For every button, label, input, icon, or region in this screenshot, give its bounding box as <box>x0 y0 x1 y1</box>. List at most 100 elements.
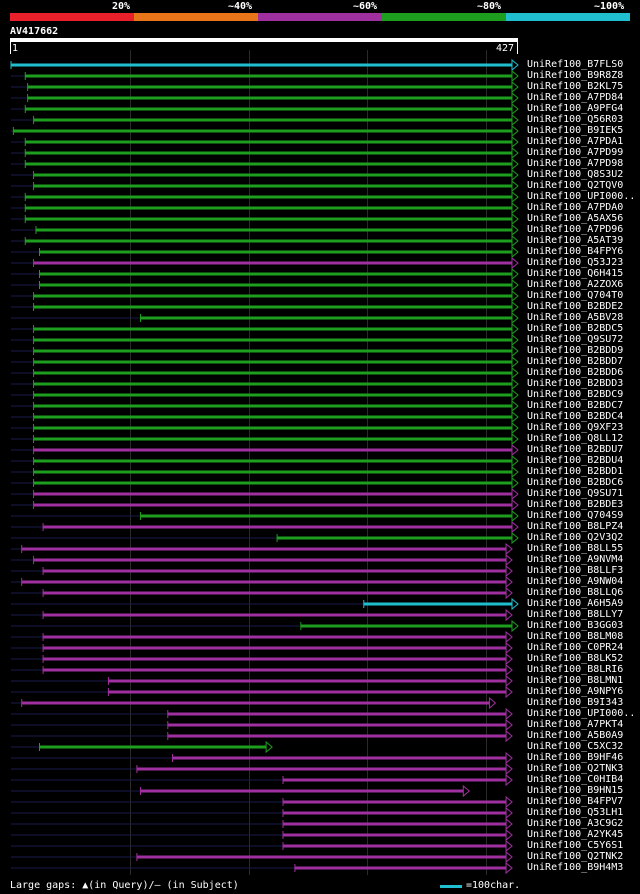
hit-label[interactable]: UniRef100_B2BDD3 <box>527 378 624 389</box>
hit-end-arrow <box>505 564 513 578</box>
hit-label[interactable]: UniRef100_B2KL75 <box>527 81 624 92</box>
hit-label[interactable]: UniRef100_Q53LH1 <box>527 807 624 818</box>
hit-label[interactable]: UniRef100_B2BDC4 <box>527 411 624 422</box>
hit-label[interactable]: UniRef100_A9NVM4 <box>527 554 624 565</box>
legend-label-20: 20% <box>112 1 131 12</box>
hit-label[interactable]: UniRef100_B8LPZ4 <box>527 521 624 532</box>
ruler-start-label: 1 <box>12 43 19 54</box>
hit-label[interactable]: UniRef100_A9NW04 <box>527 576 624 587</box>
hit-label[interactable]: UniRef100_B7FLS0 <box>527 59 624 70</box>
hit-label[interactable]: UniRef100_A9NPY6 <box>527 686 624 697</box>
hit-label[interactable]: UniRef100_B2BDC9 <box>527 389 624 400</box>
hit-label[interactable]: UniRef100_Q8S3U2 <box>527 169 624 180</box>
hit-label[interactable]: UniRef100_B9R8Z8 <box>527 70 624 81</box>
hit-label[interactable]: UniRef100_B8LLF3 <box>527 565 624 576</box>
hit-label[interactable]: UniRef100_A5AX56 <box>527 213 624 224</box>
hit-end-arrow <box>511 465 519 479</box>
hit-label[interactable]: UniRef100_A7PKT4 <box>527 719 624 730</box>
hit-end-arrow <box>511 597 519 611</box>
hit-label[interactable]: UniRef100_B8LRI6 <box>527 664 624 675</box>
hit-label[interactable]: UniRef100_A2YK45 <box>527 829 624 840</box>
hit-label[interactable]: UniRef100_Q6H415 <box>527 268 624 279</box>
hit-label[interactable]: UniRef100_UPI000.. <box>527 191 636 202</box>
hit-end-arrow <box>511 509 519 523</box>
hit-label[interactable]: UniRef100_A2ZOX6 <box>527 279 624 290</box>
hit-label[interactable]: UniRef100_B8LL55 <box>527 543 624 554</box>
hit-end-arrow <box>511 124 519 138</box>
hit-label[interactable]: UniRef100_B4FPY6 <box>527 246 624 257</box>
hit-label[interactable]: UniRef100_A7PD96 <box>527 224 624 235</box>
hit-label[interactable]: UniRef100_B9H4M3 <box>527 862 624 873</box>
hit-label[interactable]: UniRef100_C0HIB4 <box>527 774 624 785</box>
hit-label[interactable]: UniRef100_B9HN15 <box>527 785 624 796</box>
query-id: AV417662 <box>10 26 59 37</box>
hit-label[interactable]: UniRef100_Q9SU71 <box>527 488 624 499</box>
hit-end-arrow <box>505 685 513 699</box>
legend-label-60: ~60% <box>353 1 378 12</box>
hit-label[interactable]: UniRef100_Q8LL12 <box>527 433 624 444</box>
hit-label[interactable]: UniRef100_A7PDA1 <box>527 136 624 147</box>
hit-label[interactable]: UniRef100_B2BDD1 <box>527 466 624 477</box>
hit-label[interactable]: UniRef100_Q56R03 <box>527 114 624 125</box>
hit-label[interactable]: UniRef100_Q9XF23 <box>527 422 624 433</box>
hit-label[interactable]: UniRef100_A7PDA0 <box>527 202 624 213</box>
hit-end-arrow <box>511 113 519 127</box>
hit-label[interactable]: UniRef100_B2BDU4 <box>527 455 624 466</box>
hit-end-arrow <box>511 289 519 303</box>
hit-end-arrow <box>511 234 519 248</box>
hit-label[interactable]: UniRef100_C5XC32 <box>527 741 624 752</box>
scale-legend: =100char. <box>466 880 521 891</box>
hit-label[interactable]: UniRef100_A5BV28 <box>527 312 624 323</box>
hit-label[interactable]: UniRef100_B8LLQ6 <box>527 587 624 598</box>
hit-end-arrow <box>505 542 513 556</box>
hit-end-arrow <box>511 212 519 226</box>
hit-label[interactable]: UniRef100_B8LMN1 <box>527 675 624 686</box>
hit-label[interactable]: UniRef100_A7PD99 <box>527 147 624 158</box>
hit-label[interactable]: UniRef100_B2BDE3 <box>527 499 624 510</box>
hit-label[interactable]: UniRef100_A3C9G2 <box>527 818 624 829</box>
hit-label[interactable]: UniRef100_A5B0A9 <box>527 730 624 741</box>
hit-label[interactable]: UniRef100_A5AT39 <box>527 235 624 246</box>
hit-label[interactable]: UniRef100_B2BDD9 <box>527 345 624 356</box>
hit-end-arrow <box>265 740 273 754</box>
hit-label[interactable]: UniRef100_B8LK52 <box>527 653 624 664</box>
hit-label[interactable]: UniRef100_C5Y6S1 <box>527 840 624 851</box>
hit-end-arrow <box>505 652 513 666</box>
hit-label[interactable]: UniRef100_B2BDC7 <box>527 400 624 411</box>
hit-label[interactable]: UniRef100_Q2V3Q2 <box>527 532 624 543</box>
hit-label[interactable]: UniRef100_A6H5A9 <box>527 598 624 609</box>
hit-label[interactable]: UniRef100_Q2TNK3 <box>527 763 624 774</box>
hit-label[interactable]: UniRef100_A7PD98 <box>527 158 624 169</box>
hit-label[interactable]: UniRef100_A7PD84 <box>527 92 624 103</box>
legend-swatch-20 <box>10 13 134 21</box>
hit-end-arrow <box>511 223 519 237</box>
hit-label[interactable]: UniRef100_B3GG03 <box>527 620 624 631</box>
hit-label[interactable]: UniRef100_Q9SU72 <box>527 334 624 345</box>
hit-label[interactable]: UniRef100_C0PR24 <box>527 642 624 653</box>
hit-label[interactable]: UniRef100_B9HF46 <box>527 752 624 763</box>
hit-label[interactable]: UniRef100_B2BDD6 <box>527 367 624 378</box>
hit-label[interactable]: UniRef100_A9PFG4 <box>527 103 624 114</box>
hit-label[interactable]: UniRef100_B9I343 <box>527 697 624 708</box>
hit-label[interactable]: UniRef100_B2BDU7 <box>527 444 624 455</box>
hit-end-arrow <box>511 531 519 545</box>
hit-label[interactable]: UniRef100_B2BDE2 <box>527 301 624 312</box>
hit-end-arrow <box>505 773 513 787</box>
hit-label[interactable]: UniRef100_UPI000.. <box>527 708 636 719</box>
hit-label[interactable]: UniRef100_B4FPV7 <box>527 796 624 807</box>
hit-label[interactable]: UniRef100_Q704T0 <box>527 290 624 301</box>
hit-label[interactable]: UniRef100_Q2TNK2 <box>527 851 624 862</box>
hit-label[interactable]: UniRef100_B9IEK5 <box>527 125 624 136</box>
hit-label[interactable]: UniRef100_B8LM08 <box>527 631 624 642</box>
hit-label[interactable]: UniRef100_Q2TQV0 <box>527 180 624 191</box>
hit-end-arrow <box>511 399 519 413</box>
hit-end-arrow <box>505 751 513 765</box>
hit-label[interactable]: UniRef100_B2BDC5 <box>527 323 624 334</box>
hit-label[interactable]: UniRef100_B8LLY7 <box>527 609 624 620</box>
hit-label[interactable]: UniRef100_B2BDD7 <box>527 356 624 367</box>
hit-label[interactable]: UniRef100_Q53J23 <box>527 257 624 268</box>
hit-end-arrow <box>511 322 519 336</box>
hit-label[interactable]: UniRef100_Q704S9 <box>527 510 624 521</box>
hit-label[interactable]: UniRef100_B2BDC6 <box>527 477 624 488</box>
